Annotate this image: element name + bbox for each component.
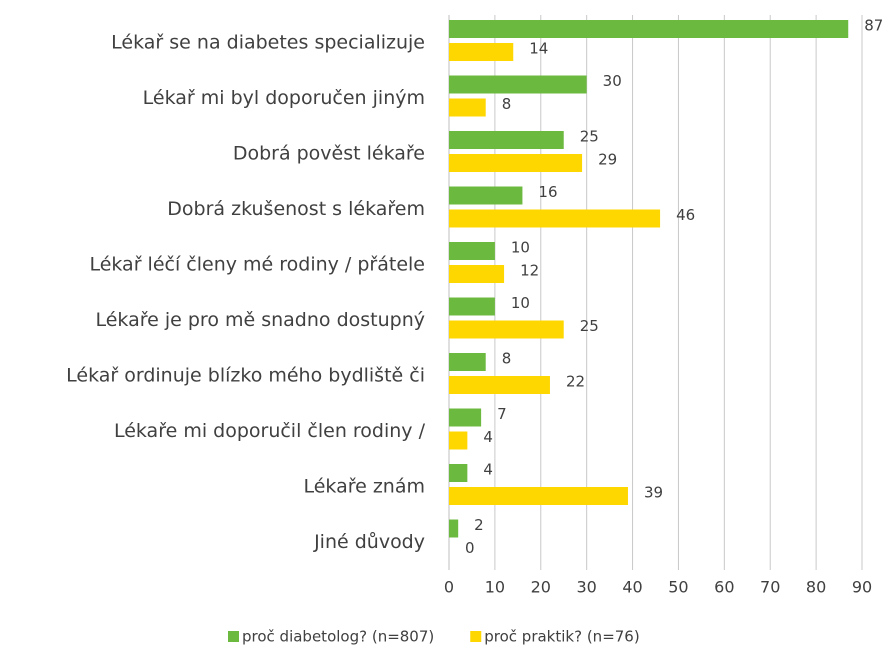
bar (449, 186, 523, 205)
category-label: Dobrá zkušenost s lékařem (167, 198, 425, 220)
x-tick-label: 90 (852, 578, 872, 597)
value-label: 16 (538, 183, 557, 201)
bar (449, 464, 468, 482)
value-label: 2 (474, 516, 484, 534)
bar (449, 297, 495, 316)
value-label: 4 (483, 428, 493, 446)
x-tick-label: 30 (576, 578, 596, 597)
category-label: Dobrá pověst lékaře (233, 142, 425, 164)
bar (449, 265, 505, 283)
bar (449, 43, 514, 61)
category-label: Lékaře mi doporučil člen rodiny / (114, 420, 426, 442)
value-label: 39 (644, 484, 663, 502)
bar (449, 209, 661, 228)
value-label: 87 (864, 17, 883, 35)
value-label: 8 (502, 95, 512, 113)
x-tick-label: 10 (485, 578, 505, 597)
bar (449, 519, 459, 538)
bar (449, 154, 583, 172)
category-label: Lékař se na diabetes specializuje (111, 31, 425, 53)
x-tick-label: 20 (531, 578, 551, 597)
legend-label: proč diabetolog? (n=807) (242, 628, 434, 646)
bar (449, 376, 550, 394)
bar (449, 353, 486, 371)
category-label: Lékař mi byl doporučen jiným (143, 87, 425, 109)
category-label: Jiné důvody (313, 531, 425, 553)
value-label: 10 (511, 239, 530, 257)
x-tick-label: 80 (806, 578, 826, 597)
bar (449, 408, 482, 427)
value-label: 25 (580, 317, 599, 335)
x-tick-label: 40 (622, 578, 642, 597)
category-label: Lékaře je pro mě snadno dostupný (95, 309, 425, 331)
bar (449, 431, 468, 450)
bar (449, 20, 849, 38)
value-label: 8 (502, 350, 512, 368)
category-label: Lékaře znám (303, 475, 425, 497)
category-label: Lékař ordinuje blízko mého bydliště či (66, 364, 425, 386)
bar (449, 487, 628, 505)
value-label: 0 (465, 539, 475, 557)
value-label: 46 (676, 206, 695, 224)
x-tick-label: 60 (714, 578, 734, 597)
category-label: Lékař léčí členy mé rodiny / přátele (89, 253, 425, 275)
x-tick-label: 70 (760, 578, 780, 597)
value-label: 29 (598, 151, 617, 169)
value-label: 12 (520, 262, 539, 280)
legend-label: proč praktik? (n=76) (484, 628, 639, 646)
value-label: 10 (511, 294, 530, 312)
bar (449, 131, 564, 149)
bar (449, 320, 564, 339)
bar (449, 75, 587, 94)
value-label: 30 (603, 72, 622, 90)
bar (449, 242, 495, 260)
x-tick-label: 50 (668, 578, 688, 597)
legend-swatch (228, 631, 239, 642)
value-label: 14 (529, 40, 548, 58)
value-label: 7 (497, 405, 507, 423)
value-label: 22 (566, 373, 585, 391)
value-label: 25 (580, 128, 599, 146)
x-tick-label: 0 (444, 578, 454, 597)
bar (449, 98, 486, 117)
value-label: 4 (483, 461, 493, 479)
legend-swatch (470, 631, 482, 642)
